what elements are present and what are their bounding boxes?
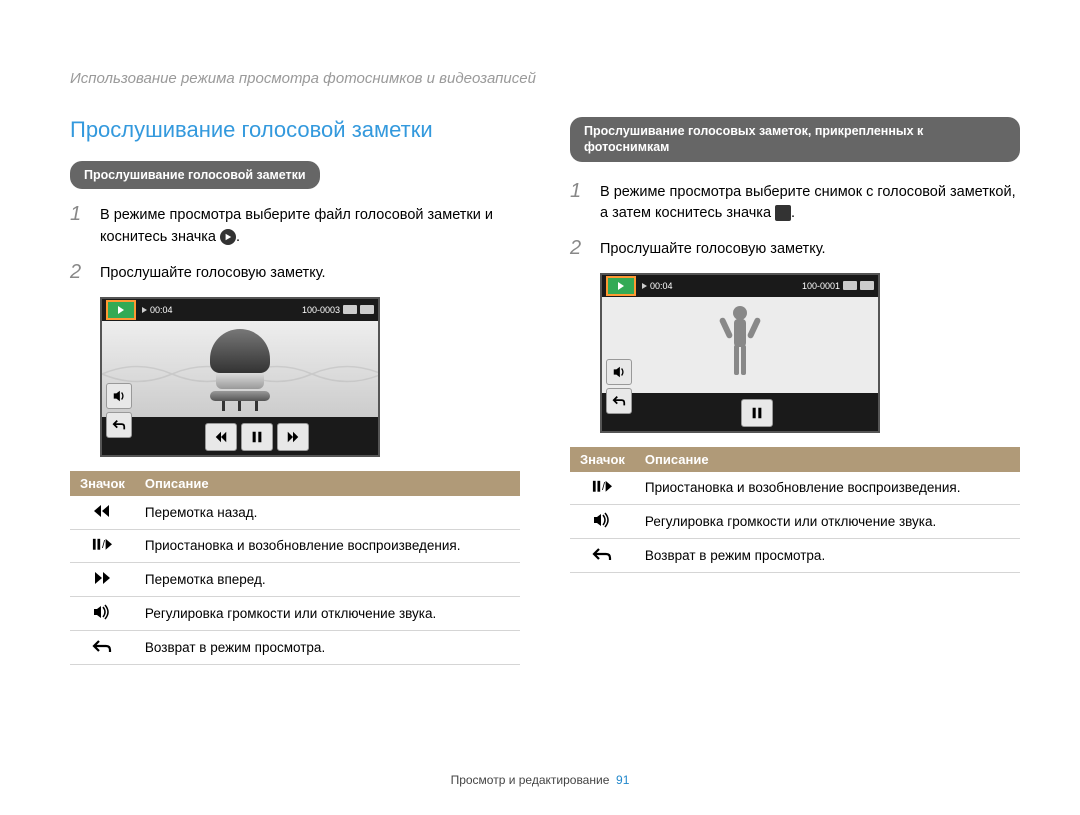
battery-icon	[360, 305, 374, 314]
table-row: / Приостановка и возобновление воспроизв…	[570, 472, 1020, 505]
desc: Приостановка и возобновление воспроизвед…	[635, 472, 1020, 505]
pause-button[interactable]	[741, 399, 773, 427]
volume-button[interactable]	[106, 383, 132, 409]
table-row: Возврат в режим просмотра.	[70, 630, 520, 664]
back-icon	[592, 546, 612, 562]
step-2: 2 Прослушайте голосовую заметку.	[570, 237, 1020, 261]
volume-icon	[592, 512, 612, 528]
table-row: Перемотка вперед.	[70, 562, 520, 596]
svg-text:/: /	[602, 481, 606, 493]
th-icon: Значок	[70, 471, 135, 496]
desc: Перемотка назад.	[135, 496, 520, 530]
table-row: Перемотка назад.	[70, 496, 520, 530]
step-text: Прослушайте голосовую заметку.	[600, 237, 826, 261]
preview-controls	[102, 417, 378, 457]
step-number: 1	[70, 203, 88, 249]
play-indicator-icon	[142, 307, 147, 313]
desc: Регулировка громкости или отключение зву…	[135, 596, 520, 630]
storage-icon	[343, 305, 357, 314]
icon-description-table: Значок Описание Перемотка назад. / Приос…	[70, 471, 520, 665]
th-icon: Значок	[570, 447, 635, 472]
preview-photo	[602, 297, 878, 393]
playpause-icon: /	[592, 479, 612, 495]
memo-attach-icon	[775, 205, 791, 221]
forward-icon	[92, 570, 112, 586]
step-1: 1 В режиме просмотра выберите снимок с г…	[570, 180, 1020, 226]
step-2: 2 Прослушайте голосовую заметку.	[70, 261, 520, 285]
table-row: Возврат в режим просмотра.	[570, 539, 1020, 573]
volume-icon	[92, 604, 112, 620]
desc: Перемотка вперед.	[135, 562, 520, 596]
table-row: Регулировка громкости или отключение зву…	[70, 596, 520, 630]
rewind-button[interactable]	[205, 423, 237, 451]
preview-controls	[602, 393, 878, 433]
step-1: 1 В режиме просмотра выберите файл голос…	[70, 203, 520, 249]
desc: Регулировка громкости или отключение зву…	[635, 505, 1020, 539]
back-button[interactable]	[106, 412, 132, 438]
preview-graphic	[102, 321, 378, 417]
right-column: Прослушивание голосовых заметок, прикреп…	[570, 117, 1020, 665]
rewind-icon	[92, 503, 112, 519]
back-button[interactable]	[606, 388, 632, 414]
photo-memo-preview: 00:04 100-0001 00:10	[600, 273, 880, 433]
step-text: В режиме просмотра выберите снимок с гол…	[600, 180, 1020, 226]
pause-button[interactable]	[241, 423, 273, 451]
forward-button[interactable]	[277, 423, 309, 451]
play-indicator-icon	[642, 283, 647, 289]
content-columns: Прослушивание голосовой заметки Прослуши…	[70, 117, 1020, 665]
subsection-pill: Прослушивание голосовой заметки	[70, 161, 320, 189]
page-footer: Просмотр и редактирование 91	[0, 773, 1080, 787]
voice-memo-preview: 00:04 100-0003 00:10	[100, 297, 380, 457]
playpause-icon: /	[92, 537, 112, 553]
thumbnail-icon	[106, 300, 136, 320]
step-number: 1	[570, 180, 588, 226]
th-desc: Описание	[635, 447, 1020, 472]
elapsed-time: 00:04	[650, 281, 673, 291]
back-icon	[92, 638, 112, 654]
table-row: / Приостановка и возобновление воспроизв…	[70, 529, 520, 562]
section-title: Прослушивание голосовой заметки	[70, 117, 520, 143]
step-text: Прослушайте голосовую заметку.	[100, 261, 326, 285]
step-text: В режиме просмотра выберите файл голосов…	[100, 203, 520, 249]
step-number: 2	[70, 261, 88, 285]
desc: Возврат в режим просмотра.	[635, 539, 1020, 573]
person-silhouette	[715, 303, 765, 385]
step-number: 2	[570, 237, 588, 261]
svg-text:/: /	[102, 539, 106, 551]
file-id: 100-0003	[302, 305, 340, 315]
th-desc: Описание	[135, 471, 520, 496]
page-number: 91	[616, 773, 629, 787]
table-row: Регулировка громкости или отключение зву…	[570, 505, 1020, 539]
desc: Приостановка и возобновление воспроизвед…	[135, 529, 520, 562]
storage-icon	[843, 281, 857, 290]
left-column: Прослушивание голосовой заметки Прослуши…	[70, 117, 520, 665]
volume-button[interactable]	[606, 359, 632, 385]
elapsed-time: 00:04	[150, 305, 173, 315]
preview-topbar: 00:04 100-0003	[102, 299, 378, 321]
microphone-graphic	[205, 329, 275, 411]
page-header: Использование режима просмотра фотоснимк…	[70, 70, 1020, 87]
icon-description-table: Значок Описание / Приостановка и возобно…	[570, 447, 1020, 573]
thumbnail-icon	[606, 276, 636, 296]
file-id: 100-0001	[802, 281, 840, 291]
play-icon	[220, 229, 236, 245]
subsection-pill: Прослушивание голосовых заметок, прикреп…	[570, 117, 1020, 162]
preview-topbar: 00:04 100-0001	[602, 275, 878, 297]
desc: Возврат в режим просмотра.	[135, 630, 520, 664]
battery-icon	[860, 281, 874, 290]
